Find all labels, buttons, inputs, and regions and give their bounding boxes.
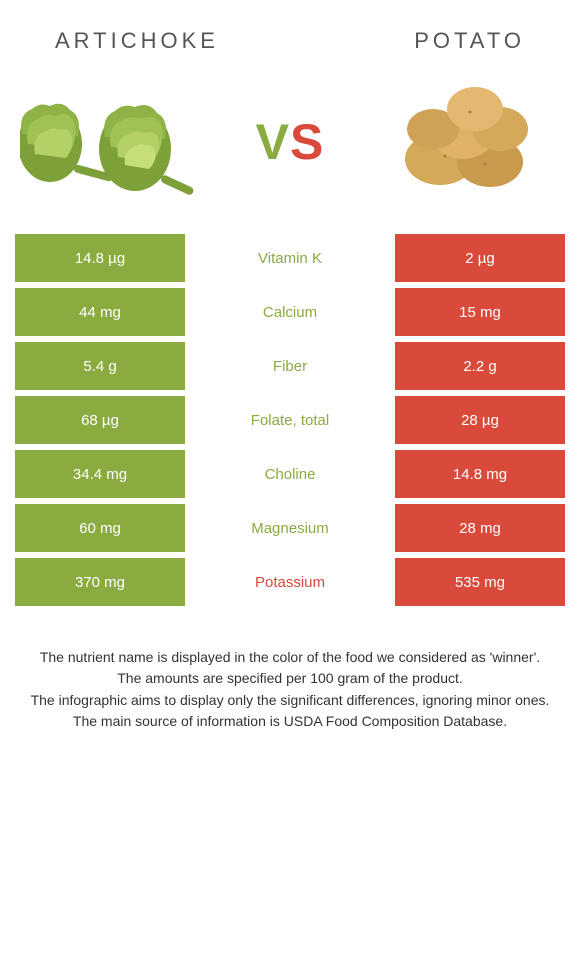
footer-line-4: The main source of information is USDA F…	[25, 711, 555, 731]
header: ARTICHOKE POTATO	[0, 0, 580, 64]
table-row: 14.8 µgVitamin K2 µg	[15, 234, 565, 282]
nutrient-name-cell: Fiber	[185, 342, 395, 390]
vs-label: VS	[256, 113, 325, 171]
footer-notes: The nutrient name is displayed in the co…	[0, 612, 580, 731]
table-row: 68 µgFolate, total28 µg	[15, 396, 565, 444]
artichoke-icon	[20, 74, 195, 209]
left-value-cell: 34.4 mg	[15, 450, 185, 498]
nutrient-name-cell: Vitamin K	[185, 234, 395, 282]
nutrient-table: 14.8 µgVitamin K2 µg 44 mgCalcium15 mg 5.4…	[15, 234, 565, 606]
table-row: 5.4 gFiber2.2 g	[15, 342, 565, 390]
left-value-cell: 370 mg	[15, 558, 185, 606]
right-value-cell: 2 µg	[395, 234, 565, 282]
table-row: 370 mgPotassium535 mg	[15, 558, 565, 606]
vs-v-letter: V	[256, 114, 290, 170]
right-food-title: POTATO	[414, 28, 525, 54]
left-value-cell: 44 mg	[15, 288, 185, 336]
table-row: 60 mgMagnesium28 mg	[15, 504, 565, 552]
images-row: VS	[0, 64, 580, 234]
left-value-cell: 60 mg	[15, 504, 185, 552]
nutrient-name-cell: Calcium	[185, 288, 395, 336]
right-value-cell: 14.8 mg	[395, 450, 565, 498]
left-food-title: ARTICHOKE	[55, 28, 219, 54]
right-value-cell: 15 mg	[395, 288, 565, 336]
left-value-cell: 14.8 µg	[15, 234, 185, 282]
left-value-cell: 68 µg	[15, 396, 185, 444]
nutrient-name-cell: Folate, total	[185, 396, 395, 444]
vs-s-letter: S	[290, 114, 324, 170]
table-row: 44 mgCalcium15 mg	[15, 288, 565, 336]
nutrient-name-cell: Choline	[185, 450, 395, 498]
right-value-cell: 2.2 g	[395, 342, 565, 390]
nutrient-name-cell: Potassium	[185, 558, 395, 606]
table-row: 34.4 mgCholine14.8 mg	[15, 450, 565, 498]
left-value-cell: 5.4 g	[15, 342, 185, 390]
footer-line-2: The amounts are specified per 100 gram o…	[25, 668, 555, 688]
potato-icon	[385, 74, 545, 209]
right-value-cell: 28 mg	[395, 504, 565, 552]
right-value-cell: 535 mg	[395, 558, 565, 606]
footer-line-3: The infographic aims to display only the…	[25, 690, 555, 710]
nutrient-name-cell: Magnesium	[185, 504, 395, 552]
right-value-cell: 28 µg	[395, 396, 565, 444]
footer-line-1: The nutrient name is displayed in the co…	[25, 647, 555, 667]
